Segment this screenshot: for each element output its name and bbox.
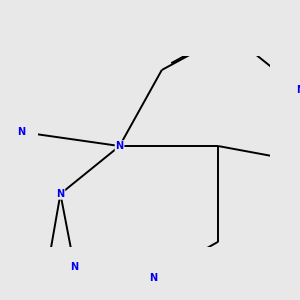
Text: N: N (149, 273, 158, 284)
Text: N: N (56, 189, 64, 199)
Text: N: N (116, 141, 124, 151)
Text: N: N (296, 85, 300, 95)
Text: N: N (70, 262, 79, 272)
Text: N: N (17, 127, 25, 137)
